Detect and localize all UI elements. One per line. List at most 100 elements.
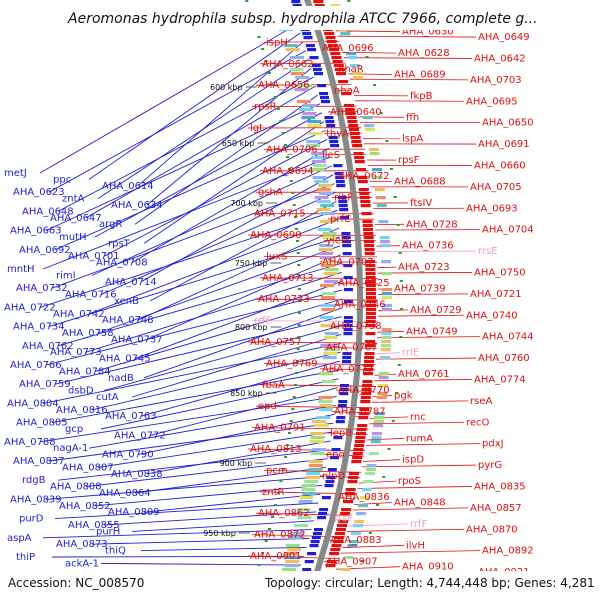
right-gene-label: recO [466, 417, 490, 428]
cog-feature-block [378, 384, 388, 388]
forward-gene-block [351, 460, 362, 464]
left-gene-label: AHA_0805 [16, 418, 68, 429]
forward-gene-block [331, 56, 342, 60]
cog-feature-block [316, 208, 331, 212]
left-gene-label: rpsT [108, 238, 131, 249]
left-leader-line [143, 493, 321, 513]
cog-feature-block [364, 124, 375, 128]
forward-gene-block [354, 444, 365, 448]
cog-feature-block [365, 468, 376, 472]
gc-skew-tick [261, 552, 265, 554]
left-gene-label: AHA_0692 [19, 245, 71, 256]
right-leader-line [369, 421, 465, 425]
right-gene-label: nhaA [334, 86, 360, 97]
cog-feature-block [299, 496, 314, 500]
right-gene-label: rrlE [402, 348, 419, 359]
forward-gene-block [341, 508, 352, 512]
topology-text: Topology: circular; Length: 4,744,448 bp… [264, 576, 595, 590]
cog-feature-block [319, 192, 334, 196]
right-leader-line [377, 266, 397, 269]
cog-feature-block [320, 204, 335, 208]
right-gene-label: AHA_0739 [394, 284, 446, 295]
left-gene-label: AHA_0737 [111, 334, 163, 345]
gc-skew-tick [281, 468, 285, 470]
right-leader-line [353, 95, 409, 97]
map-title: Aeromonas hydrophila subsp. hydrophila A… [67, 11, 538, 27]
forward-gene-block [350, 136, 361, 140]
gc-skew-tick [245, 0, 249, 2]
right-gene-label: AHA_0857 [470, 503, 522, 514]
left-gene-label: AHA_0864 [99, 488, 151, 499]
right-gene-label: AHA_0642 [474, 53, 526, 64]
right-gene-label: AHA_0770 [338, 385, 390, 396]
left-leader-line [134, 94, 319, 225]
right-leader-line [352, 507, 469, 511]
reverse-gene-block [307, 552, 317, 556]
forward-gene-block [358, 412, 369, 416]
right-gene-label: AHA_0813 [250, 444, 302, 455]
right-gene-label: AHA_0791 [254, 423, 306, 434]
left-gene-label: AHA_0773 [50, 347, 102, 358]
cog-feature-block [382, 296, 392, 300]
cog-feature-block [299, 108, 314, 112]
gc-skew-tick [264, 60, 268, 62]
cog-feature-block [323, 352, 338, 356]
right-gene-label: ffh [406, 112, 419, 123]
cog-feature-block [347, 56, 358, 60]
cog-feature-block [319, 256, 334, 260]
forward-gene-block [341, 92, 352, 96]
left-leader-line [51, 183, 335, 289]
forward-gene-block [332, 60, 343, 64]
reverse-gene-block [325, 480, 335, 484]
cog-feature-block [348, 540, 359, 544]
cog-feature-block [378, 220, 389, 224]
right-gene-label: AHA_0728 [406, 219, 458, 230]
right-gene-label: thyA [326, 128, 349, 139]
left-leader-line [97, 431, 333, 468]
left-gene-label: AHA_0837 [13, 456, 65, 467]
forward-gene-block [362, 384, 372, 388]
cog-feature-block [308, 464, 323, 468]
right-gene-label: AHA_0746 [334, 300, 386, 311]
kbp-tick-label: 650 kbp [222, 139, 255, 148]
left-gene-label: xenB [114, 296, 139, 307]
left-leader-line [51, 369, 340, 424]
reverse-gene-block [312, 68, 322, 72]
right-leader-line [365, 443, 481, 446]
reverse-gene-block [307, 48, 317, 52]
forward-gene-block [351, 140, 362, 144]
right-gene-label: AHA_0649 [478, 32, 530, 43]
right-gene-label: ileS [322, 150, 340, 161]
forward-gene-block [348, 476, 359, 480]
forward-gene-block [324, 32, 335, 36]
right-gene-label: pyrG [478, 460, 502, 471]
left-gene-label: AHA_0873 [56, 539, 108, 550]
right-leader-line [377, 272, 473, 274]
forward-gene-block [349, 472, 359, 476]
cog-feature-block [301, 484, 316, 488]
forward-gene-block [338, 80, 349, 84]
left-gene-label: AHA_0804 [7, 398, 59, 409]
cog-feature-block [294, 88, 309, 92]
cog-feature-block [289, 68, 304, 72]
left-gene-label: rdgB [22, 475, 46, 486]
left-leader-line [48, 236, 340, 328]
left-gene-label: AHA_0748 [102, 315, 154, 326]
forward-gene-block [365, 288, 376, 292]
reverse-gene-block [338, 400, 348, 404]
left-gene-label: purH [96, 526, 120, 537]
cog-feature-block [380, 240, 390, 244]
cog-feature-block [309, 440, 324, 444]
cog-feature-block [311, 420, 326, 424]
forward-gene-block [364, 248, 375, 252]
cog-feature-block [359, 496, 370, 500]
cog-feature-block [298, 500, 313, 504]
left-gene-label: AHA_0762 [22, 341, 74, 352]
right-leader-line [377, 293, 469, 295]
left-leader-line [146, 68, 312, 206]
accession-text: Accession: NC_008570 [8, 576, 144, 590]
cog-feature-block [370, 440, 381, 444]
cog-feature-block [373, 176, 384, 180]
forward-gene-block [334, 532, 345, 536]
forward-gene-block [330, 52, 341, 56]
